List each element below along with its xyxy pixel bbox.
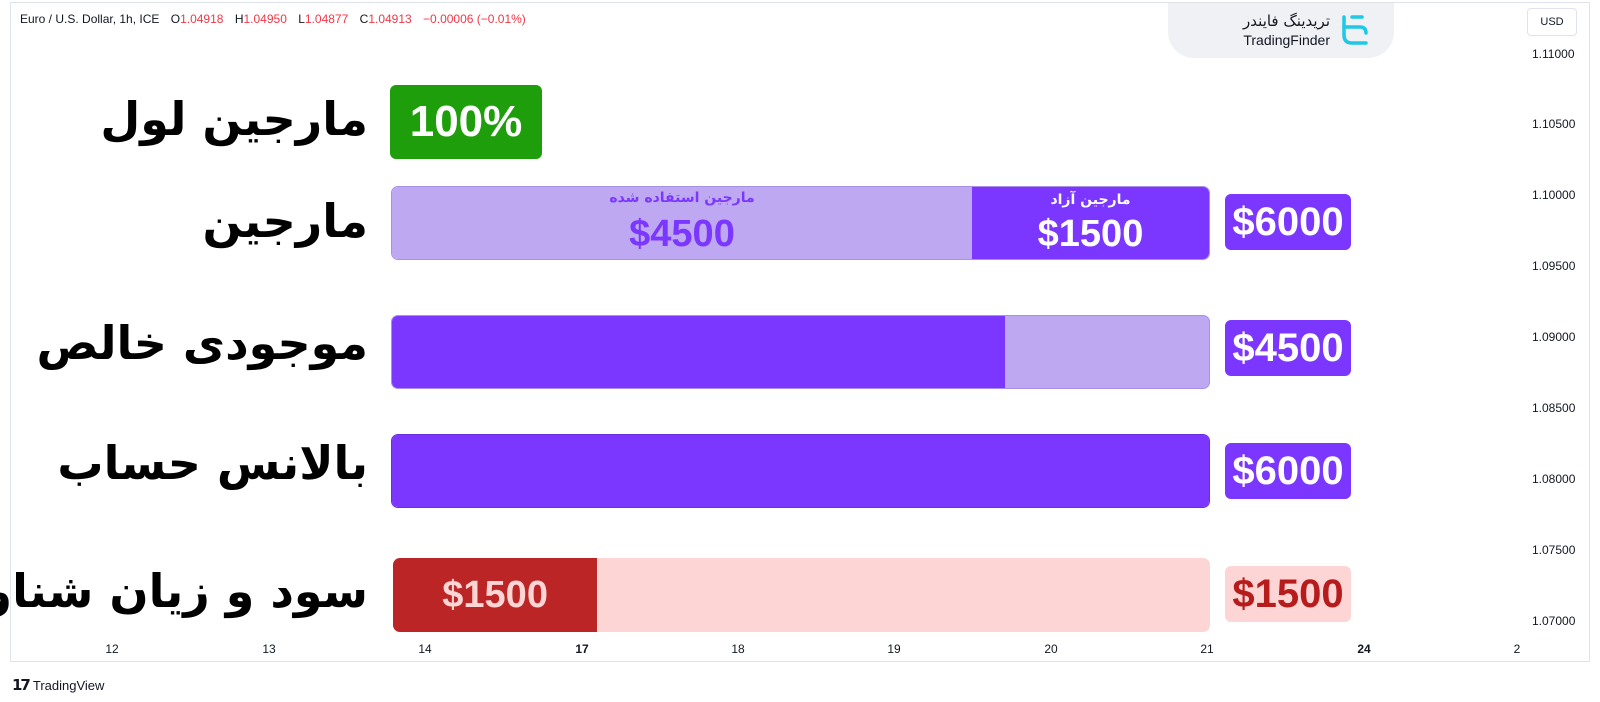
tradingfinder-logo: تریدینگ فایندر TradingFinder	[1168, 3, 1394, 58]
margin-bar: مارجین استفاده شده $4500 مارجین آزاد $15…	[391, 186, 1210, 260]
balance-label: بالانس حساب	[57, 436, 369, 490]
currency-button[interactable]: USD	[1527, 8, 1577, 36]
price-tick: 1.11000	[1532, 47, 1575, 61]
time-tick: 18	[731, 642, 745, 656]
margin-total-badge: $6000	[1225, 194, 1351, 250]
margin-level-label: مارجین لول	[100, 92, 369, 146]
open-label: O	[170, 12, 181, 26]
symbol-legend[interactable]: Euro / U.S. Dollar, 1h, ICE O1.04918 H1.…	[20, 12, 526, 26]
margin-level-badge: 100%	[390, 85, 542, 159]
time-tick: 13	[262, 642, 276, 656]
time-tick: 20	[1044, 642, 1058, 656]
low-value: 1.04877	[304, 12, 349, 26]
used-margin-title: مارجین استفاده شده	[609, 190, 755, 206]
free-margin-segment: مارجین آزاد $1500	[972, 187, 1209, 259]
equity-bar	[391, 315, 1210, 389]
close-label: C	[359, 12, 369, 26]
price-tick: 1.10500	[1532, 117, 1576, 131]
logo-text-fa: تریدینگ فایندر	[1243, 12, 1330, 30]
floating-pl-filled-segment: $1500	[393, 558, 598, 632]
time-tick: 17	[575, 642, 589, 656]
time-tick: 24	[1357, 642, 1371, 656]
open-value: 1.04918	[180, 12, 224, 26]
price-tick: 1.09000	[1532, 330, 1576, 344]
equity-filled-segment	[392, 316, 1005, 388]
time-tick: 14	[418, 642, 432, 656]
floating-pl-total-badge: $1500	[1225, 566, 1351, 622]
change-value: −0.00006 (−0.01%)	[423, 12, 526, 26]
balance-filled-segment	[392, 435, 1209, 507]
floating-pl-bar-value: $1500	[442, 574, 548, 616]
tradingview-brand: TradingView	[32, 677, 105, 693]
time-tick: 12	[105, 642, 119, 656]
floating-pl-bar: $1500	[393, 558, 1210, 632]
price-tick: 1.08000	[1532, 472, 1576, 486]
tradingview-mark-icon: 𝟭𝟳	[12, 677, 31, 694]
time-tick: 2	[1513, 642, 1521, 656]
price-tick: 1.07500	[1532, 543, 1576, 557]
price-tick: 1.07000	[1532, 614, 1576, 628]
tradingview-logo[interactable]: 𝟭𝟳 TradingView	[12, 676, 104, 694]
logo-text-en: TradingFinder	[1243, 32, 1330, 48]
floating-pl-label: سود و زیان شناور	[0, 564, 369, 618]
balance-total-badge: $6000	[1225, 443, 1351, 499]
low-label: L	[298, 12, 305, 26]
free-margin-value: $1500	[1037, 213, 1144, 255]
time-tick: 19	[887, 642, 901, 656]
free-margin-title: مارجین آزاد	[1050, 192, 1131, 208]
balance-bar	[391, 434, 1210, 508]
time-tick: 21	[1200, 642, 1214, 656]
price-tick: 1.10000	[1532, 188, 1576, 202]
equity-label: موجودی خالص	[36, 316, 369, 370]
high-value: 1.04950	[243, 12, 287, 26]
close-value: 1.04913	[368, 12, 412, 26]
margin-label: مارجین	[202, 194, 369, 248]
price-tick: 1.09500	[1532, 259, 1576, 273]
symbol-name: Euro / U.S. Dollar, 1h, ICE	[20, 12, 160, 26]
tradingfinder-mark-icon	[1342, 15, 1368, 45]
price-tick: 1.08500	[1532, 401, 1576, 415]
equity-total-badge: $4500	[1225, 320, 1351, 376]
used-margin-value: $4500	[629, 213, 735, 255]
used-margin-segment: مارجین استفاده شده $4500	[392, 187, 972, 259]
high-label: H	[234, 12, 244, 26]
